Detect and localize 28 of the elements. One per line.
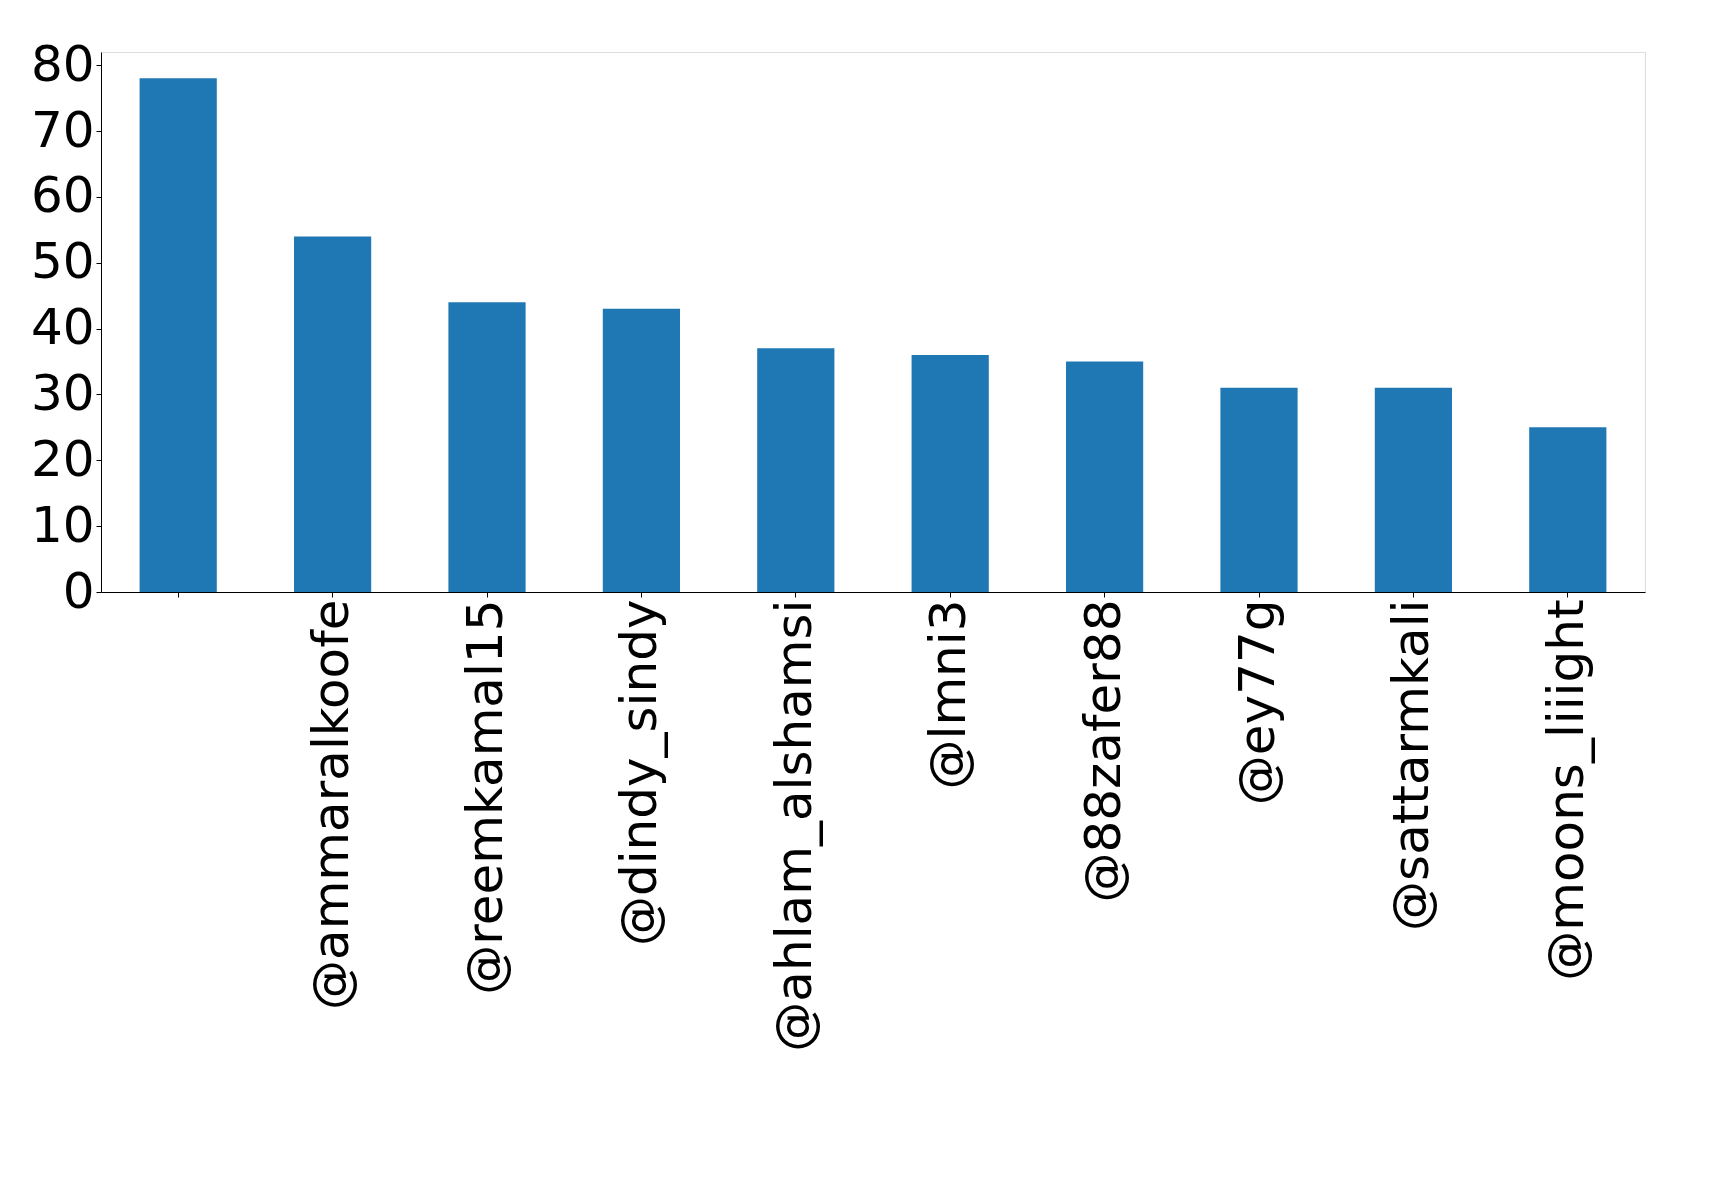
y-tick-label: 50: [30, 232, 95, 291]
x-tick-label: @reemkamal15: [456, 599, 514, 995]
bar: [1374, 387, 1452, 592]
y-tick-label: 30: [30, 363, 95, 422]
bar: [448, 302, 526, 592]
bar: [911, 354, 989, 592]
bar: [1066, 361, 1144, 592]
x-tick-label: @lmni3: [919, 599, 978, 790]
bar: [602, 308, 680, 592]
y-tick-label: 0: [62, 561, 95, 620]
x-tick-label: @88zafer88: [1073, 599, 1132, 903]
bar: [139, 78, 217, 592]
y-tick-label: 20: [30, 429, 95, 488]
x-tick-label: @moons_liiight: [1536, 599, 1595, 981]
x-tick-label: @ahlam_alshamsi: [764, 599, 823, 1052]
bar: [294, 236, 372, 592]
y-tick-label: 70: [30, 100, 95, 159]
bar: [1220, 387, 1298, 592]
y-tick-label: 60: [30, 166, 95, 225]
y-tick-label: 10: [30, 495, 95, 554]
x-tick-label: @sattarmkali: [1382, 599, 1441, 931]
x-tick-label: @ey77g: [1228, 599, 1286, 806]
y-tick-label: 40: [30, 298, 95, 357]
x-tick-label: @dindy_sindy: [610, 599, 669, 947]
y-tick-label: 80: [30, 34, 95, 93]
x-tick-label: @ammaralkoofe: [301, 599, 360, 1010]
bar: [757, 348, 835, 592]
bar: [1529, 427, 1607, 592]
